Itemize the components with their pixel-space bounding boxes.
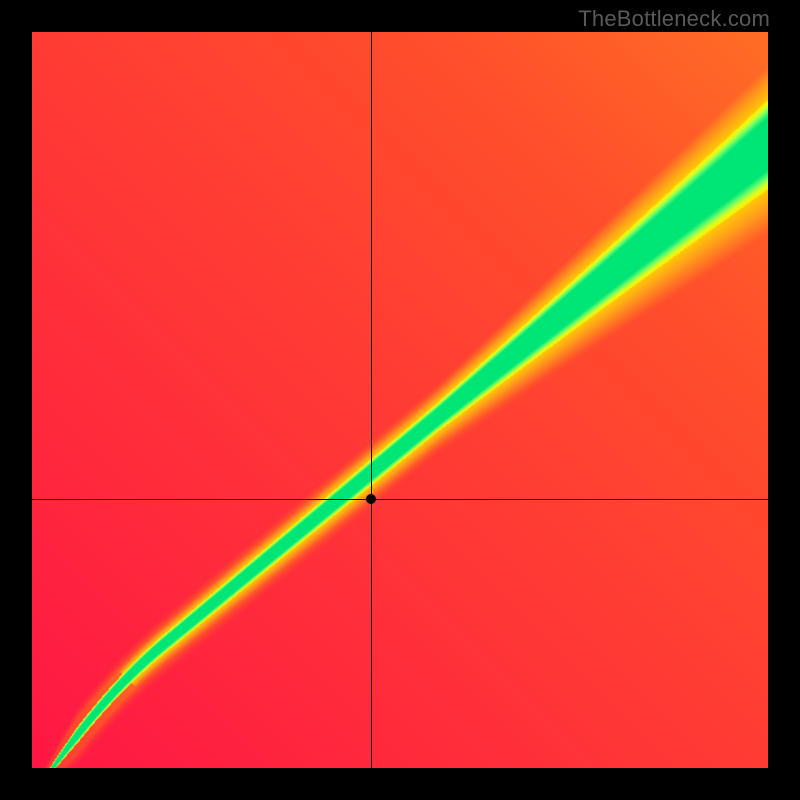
marker-point xyxy=(366,494,376,504)
heatmap-canvas xyxy=(32,32,768,768)
crosshair-horizontal xyxy=(32,499,768,500)
watermark-text: TheBottleneck.com xyxy=(578,6,770,32)
crosshair-vertical xyxy=(371,32,372,768)
plot-area xyxy=(32,32,768,768)
